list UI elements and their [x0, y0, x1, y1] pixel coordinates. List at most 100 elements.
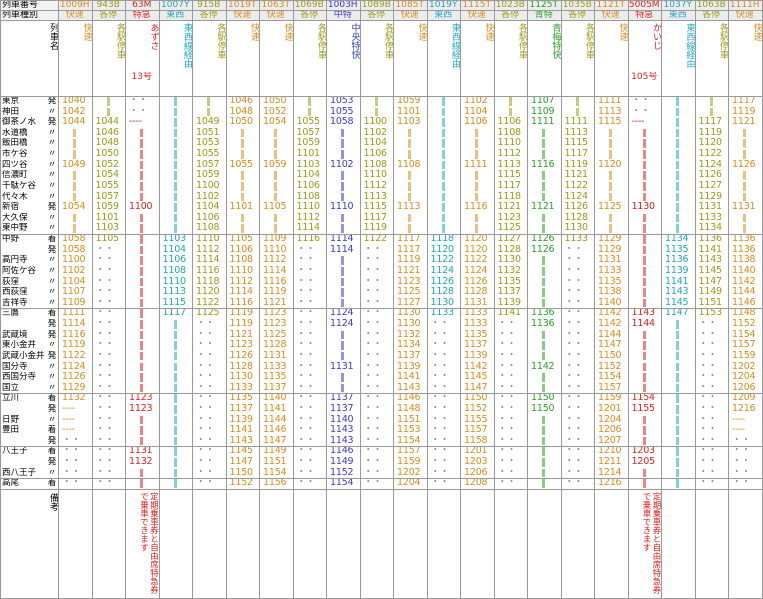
station-arrdep: 〃	[47, 223, 57, 234]
time-cell: 1100	[62, 255, 86, 266]
time-cell: 1054	[62, 202, 86, 213]
time-cell: ・・	[296, 244, 316, 255]
pass-bar	[341, 298, 345, 308]
station-name: 信濃町	[2, 170, 28, 181]
time-cell: 1053	[330, 96, 354, 106]
time-cell: ・・	[698, 361, 718, 372]
station-arrdep: 〃	[47, 287, 57, 298]
pass-bar	[642, 256, 646, 265]
time-cell: 1106	[162, 255, 187, 266]
grid-line	[0, 0, 763, 1]
train-number: 1063B	[694, 0, 728, 10]
time-cell: 1113	[598, 106, 622, 117]
time-cell: 1120	[430, 244, 455, 255]
time-cell: 1101	[397, 106, 421, 117]
pass-bar	[408, 128, 412, 138]
time-cell: 1141	[263, 403, 287, 414]
station-arrdep: 〃	[47, 361, 57, 372]
grid-line	[259, 0, 260, 599]
time-cell: ----	[631, 117, 645, 128]
time-cell: 1130	[229, 372, 254, 383]
time-cell: ・・	[698, 478, 718, 489]
pass-bar	[274, 192, 278, 202]
time-cell: ・・	[363, 414, 383, 425]
time-cell: 1051	[196, 127, 220, 138]
pass-bar	[140, 181, 144, 191]
time-cell: 1205	[631, 457, 656, 468]
time-cell: 1111	[564, 117, 589, 128]
time-cell: 1053	[196, 138, 220, 149]
time-cell: 1125	[263, 329, 287, 340]
pass-bar	[173, 107, 177, 117]
time-cell: 1131	[698, 202, 723, 213]
train-name: 各駅停車	[517, 23, 527, 59]
station-name: 高尾	[2, 478, 20, 489]
time-cell: 1123	[497, 212, 522, 223]
time-cell: 1102	[330, 159, 354, 170]
pass-bar	[240, 192, 244, 202]
train-type: 東西	[661, 10, 695, 20]
pass-bar	[341, 330, 345, 340]
pass-bar	[441, 128, 445, 138]
time-cell: 1147	[263, 435, 287, 446]
time-cell: 1134	[698, 223, 723, 234]
time-cell: ・・	[363, 467, 383, 478]
pass-bar	[140, 341, 144, 350]
time-cell: 1154	[598, 372, 622, 383]
grid-line	[627, 0, 629, 599]
pass-bar	[441, 160, 445, 170]
time-cell: ・・	[95, 276, 115, 287]
time-cell: 1121	[397, 265, 421, 276]
time-cell: ・・	[363, 361, 383, 372]
time-cell: 1203	[464, 457, 488, 468]
time-cell: ・・	[698, 382, 718, 393]
pass-bar	[140, 383, 144, 393]
time-cell: 1123	[397, 276, 421, 287]
time-cell: 1115	[363, 202, 388, 213]
time-cell: ・・	[497, 319, 517, 330]
time-cell: 1108	[363, 159, 388, 170]
station-arrdep: 発	[47, 244, 57, 255]
time-cell: ・・	[497, 478, 517, 489]
time-cell: ・・	[196, 372, 215, 383]
pass-bar	[441, 118, 445, 127]
time-cell: 1146	[732, 297, 756, 308]
time-cell: ・・	[296, 287, 316, 298]
time-cell: ・・	[564, 350, 584, 361]
time-cell: ・・	[497, 340, 517, 351]
time-cell: 1055	[95, 180, 120, 191]
time-cell: ・・	[95, 403, 115, 414]
station-arrdep: 着	[47, 425, 57, 436]
time-cell: 1121	[263, 297, 287, 308]
train-type: 快速	[393, 10, 427, 20]
time-cell: 1152	[464, 403, 488, 414]
time-cell: 1141	[397, 372, 421, 383]
time-cell: ・・	[95, 255, 115, 266]
time-cell: 1139	[229, 414, 254, 425]
station-name: 神田	[2, 106, 20, 117]
time-cell: 1123	[229, 340, 254, 351]
time-cell: ・・	[62, 446, 81, 457]
pass-bar	[341, 150, 345, 159]
pass-bar	[542, 139, 546, 149]
train-type: 各停	[493, 10, 527, 20]
station-name: 荻窪	[2, 276, 20, 287]
header-train-type-label: 列車種別	[0, 10, 58, 20]
pass-bar	[542, 181, 546, 191]
grid-line	[158, 0, 160, 599]
time-cell: 1109	[263, 234, 287, 245]
time-cell: ・・	[564, 414, 584, 425]
pass-bar	[542, 341, 546, 350]
pass-bar	[140, 245, 144, 255]
time-cell: 1104	[62, 276, 86, 287]
header-train-number-label: 列車番号	[0, 0, 58, 10]
time-cell: ・・	[296, 478, 316, 489]
time-cell: ・・	[497, 372, 517, 383]
pass-bar	[173, 373, 177, 382]
time-cell: 1117	[564, 149, 589, 160]
time-cell: 1122	[564, 180, 589, 191]
time-cell: 1133	[598, 265, 622, 276]
time-cell: ----	[129, 117, 142, 128]
train-number: 1037Y	[661, 0, 695, 10]
train-number: 1003H	[326, 0, 360, 10]
